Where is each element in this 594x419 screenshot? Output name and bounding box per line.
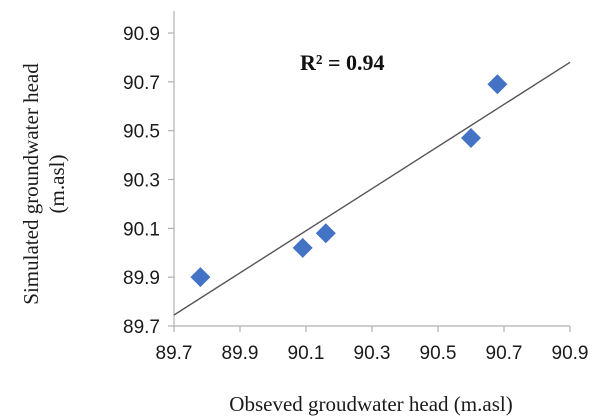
y-tick-label: 90.9 (123, 24, 160, 45)
trendline (173, 61, 571, 316)
y-tick-label: 90.1 (123, 219, 160, 240)
x-tick-label: 90.9 (552, 343, 589, 364)
x-tick-label: 89.7 (156, 343, 193, 364)
y-tick-label: 90.7 (123, 73, 160, 94)
data-point-diamond (190, 267, 211, 288)
data-point-diamond (461, 127, 481, 148)
y-tick-label: 89.7 (123, 317, 160, 338)
y-axis-title-line2: (m.asl) (45, 155, 69, 214)
y-tick-label: 89.9 (123, 268, 160, 289)
axes (168, 11, 571, 332)
x-tick-label: 90.5 (420, 343, 457, 364)
y-tick-label: 90.5 (123, 122, 160, 143)
x-tick-label: 89.9 (222, 343, 259, 364)
data-points (190, 74, 508, 288)
x-tick-label: 90.3 (354, 343, 391, 364)
data-point-diamond (487, 74, 508, 95)
data-point-diamond (315, 223, 336, 244)
tick-labels: 89.7 89.9 90.1 90.3 90.5 90.7 90.9 89.7 89.9 90.1… (123, 24, 588, 364)
data-point-diamond (292, 237, 313, 258)
y-axis-title-line1: Simulated groundwater head (19, 63, 43, 305)
x-tick-label: 90.1 (288, 343, 325, 364)
x-axis-title: Obseved groudwater head (m.asl) (229, 392, 512, 416)
r-squared-annotation: R² = 0.94 (300, 50, 385, 75)
trendline-group (173, 61, 571, 316)
x-tick-label: 90.7 (486, 343, 523, 364)
y-tick-label: 90.3 (123, 171, 160, 192)
